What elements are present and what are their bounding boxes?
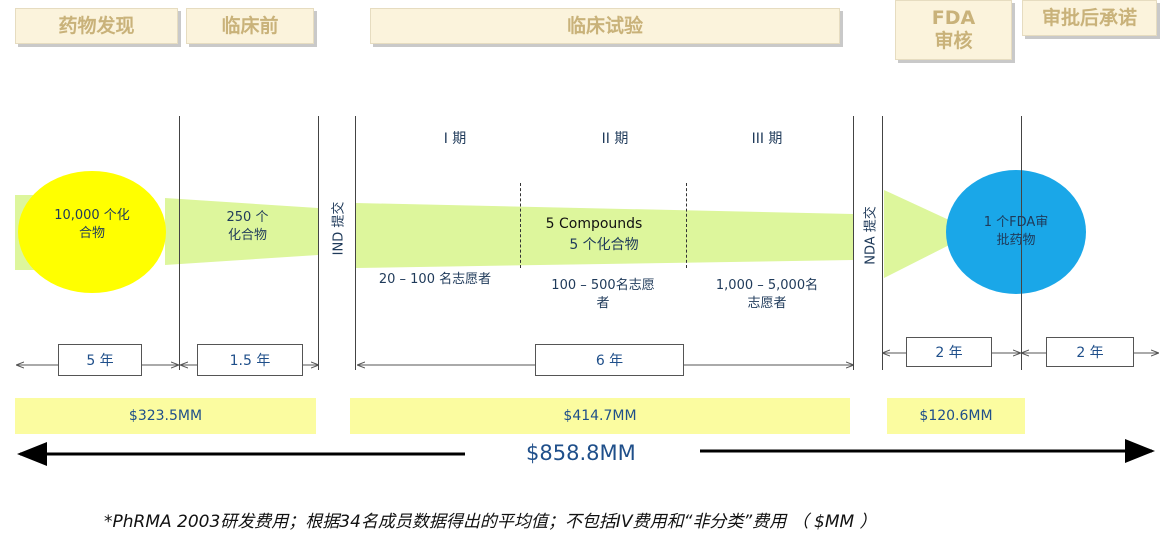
trial-phase-1: I 期 <box>443 131 467 147</box>
cost-preclinical-text: $323.5MM <box>128 408 203 424</box>
duration-preclinical: 1.5 年 <box>197 344 303 376</box>
duration-fda: 2 年 <box>906 337 992 367</box>
discovery-circle <box>18 171 166 293</box>
divider-phase-2-3 <box>686 183 687 268</box>
phase-header-post-approval-label: 审批后承诺 <box>1041 6 1137 29</box>
duration-post-approval-text: 2 年 <box>1076 345 1104 361</box>
duration-trials-text: 6 年 <box>595 353 624 369</box>
divider-nda-fda <box>882 116 883 370</box>
phase-header-clinical-trials: 临床试验 <box>370 8 840 44</box>
phase-header-post-approval: 审批后承诺 <box>1022 0 1157 36</box>
divider-ind-trials <box>355 116 356 370</box>
footnote: *PhRMA 2003研发费用；根据34名成员数据得出的平均值；不包括IV费用和… <box>104 512 877 532</box>
divider-phase-1-2 <box>520 183 521 268</box>
duration-preclinical-text: 1.5 年 <box>229 353 271 369</box>
preclinical-funnel <box>165 198 318 265</box>
phase-header-preclinical: 临床前 <box>186 8 314 44</box>
preclinical-compounds-label: 250 个 化合物 <box>226 210 269 243</box>
phase-header-clinical-trials-label: 临床试验 <box>566 14 643 37</box>
phase-3-volunteers: 1,000 – 5,000名 志愿者 <box>715 278 819 311</box>
phase-header-discovery: 药物发现 <box>15 8 178 44</box>
cost-fda: $120.6MM <box>887 398 1025 434</box>
phase-header-preclinical-label: 临床前 <box>221 14 279 37</box>
divider-trials-nda <box>853 116 854 370</box>
divider-preclinical-ind <box>318 116 319 370</box>
nda-submission-label: NDA 提交 <box>863 206 879 265</box>
clinical-funnel <box>356 203 853 268</box>
phase-header-fda-review-label: FDA 审核 <box>931 7 976 52</box>
phase-header-fda-review: FDA 审核 <box>895 0 1012 60</box>
phase-2-volunteers: 100 – 500名志愿 者 <box>551 278 655 311</box>
duration-discovery: 5 年 <box>58 344 142 376</box>
phase-1-volunteers: 20 – 100 名志愿者 <box>378 272 492 287</box>
total-cost: $858.8MM <box>526 441 636 465</box>
duration-post-approval: 2 年 <box>1046 337 1134 367</box>
cost-clinical: $414.7MM <box>350 398 850 434</box>
trial-compounds-en-label: 5 Compounds <box>545 216 643 232</box>
approved-circle <box>946 170 1086 294</box>
nda-triangle <box>884 190 975 278</box>
divider-discovery-preclinical <box>179 116 180 370</box>
trial-phase-3: III 期 <box>751 131 783 147</box>
phase-header-discovery-label: 药物发现 <box>58 14 135 37</box>
duration-fda-text: 2 年 <box>935 345 963 361</box>
trial-phase-2: II 期 <box>601 131 629 147</box>
cost-fda-text: $120.6MM <box>919 408 993 424</box>
duration-discovery-text: 5 年 <box>86 353 114 369</box>
trial-compounds-cn-label: 5 个化合物 <box>569 237 639 253</box>
duration-trials: 6 年 <box>535 344 684 376</box>
cost-clinical-text: $414.7MM <box>563 408 637 424</box>
cost-preclinical: $323.5MM <box>15 398 316 434</box>
approved-drug-label: 1 个FDA审 批药物 <box>983 215 1049 248</box>
ind-submission-label: IND 提交 <box>331 201 347 256</box>
divider-fda-post <box>1021 116 1022 370</box>
discovery-compounds-label: 10,000 个化 合物 <box>54 208 130 241</box>
